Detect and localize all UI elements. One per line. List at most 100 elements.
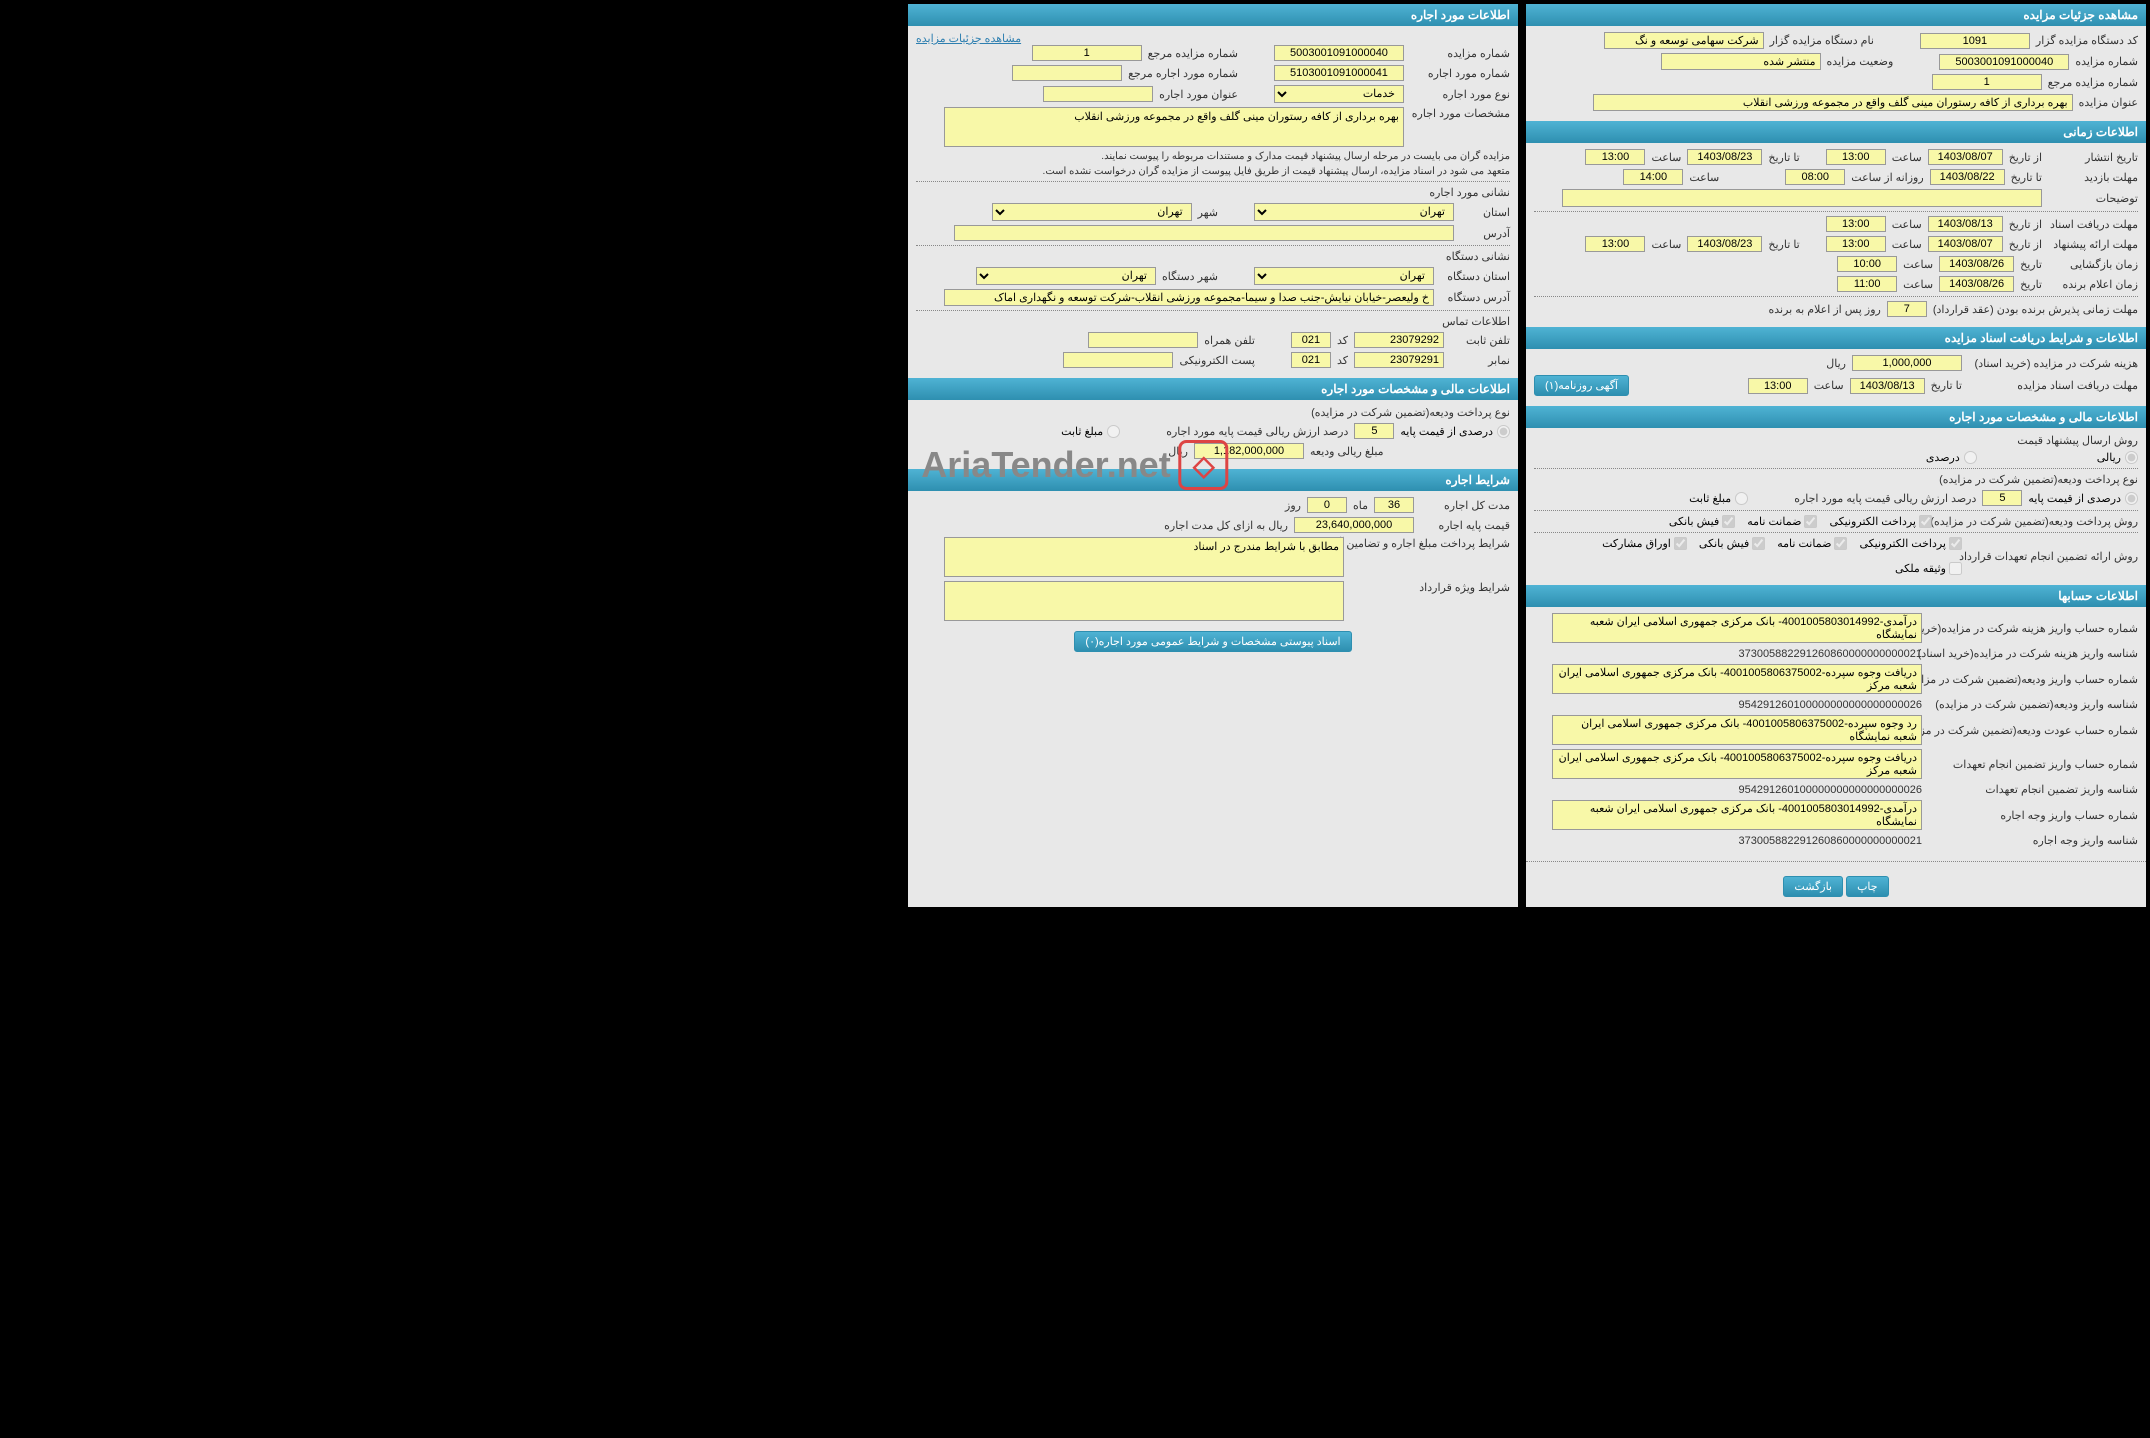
from-time: 13:00 <box>1826 149 1886 165</box>
to-label-v: تا تاریخ <box>2011 171 2042 184</box>
phone: 23079292 <box>1354 332 1444 348</box>
acc2-id: 954291260100000000000000000026 <box>1738 699 1922 711</box>
bank-check2[interactable]: فیش بانکی <box>1699 537 1765 550</box>
org-city-select[interactable]: تهران <box>976 267 1156 285</box>
l-subject <box>1043 86 1153 102</box>
time-label-2: ساعت <box>1651 151 1681 164</box>
base-suffix: ریال به ازای کل مدت اجاره <box>1164 519 1288 532</box>
l-subject-label: عنوان مورد اجاره <box>1159 88 1238 101</box>
l-fixed-radio[interactable]: مبلغ ثابت <box>1061 425 1120 438</box>
newspaper-button[interactable]: آگهی روزنامه(۱) <box>1534 375 1629 396</box>
visit-to-time: 14:00 <box>1623 169 1683 185</box>
note1: مزایده گران می بایست در مرحله ارسال پیشن… <box>1101 151 1510 162</box>
section-header-conditions: شرایط اجاره <box>908 469 1518 491</box>
to-label-dl: تا تاریخ <box>1931 379 1962 392</box>
to-time: 13:00 <box>1585 149 1645 165</box>
percent-suffix: درصد ارزش ریالی قیمت پایه مورد اجاره <box>1794 492 1976 505</box>
percent-val: 5 <box>1982 490 2022 506</box>
open-time: 10:00 <box>1837 256 1897 272</box>
percent-base-radio[interactable]: درصدی از قیمت پایه <box>2028 492 2138 505</box>
months: 36 <box>1374 497 1414 513</box>
l-specs-label: مشخصات مورد اجاره <box>1410 107 1510 120</box>
deadline-date: 1403/08/13 <box>1850 378 1925 394</box>
prop-to: 1403/08/23 <box>1687 236 1762 252</box>
l-lease-ref-label: شماره مورد اجاره مرجع <box>1128 67 1238 80</box>
month-label: ماه <box>1353 499 1368 512</box>
from-label: از تاریخ <box>2009 151 2042 164</box>
doc-label: مهلت دریافت اسناد <box>2048 218 2138 231</box>
auction-num-label: شماره مزایده <box>2075 55 2138 68</box>
section-header-financial: اطلاعات مالی و مشخصات مورد اجاره <box>1526 406 2146 428</box>
base: 23,640,000,000 <box>1294 517 1414 533</box>
from-date: 1403/08/07 <box>1928 149 2003 165</box>
back-button[interactable]: بازگشت <box>1783 876 1843 897</box>
special-textarea[interactable] <box>944 581 1344 621</box>
org-province-select[interactable]: تهران <box>1254 267 1434 285</box>
specs-textarea[interactable]: بهره برداری از کافه رستوران مینی گلف واق… <box>944 107 1404 147</box>
contact-label: اطلاعات تماس <box>1442 315 1510 328</box>
section-header-time: اطلاعات زمانی <box>1526 121 2146 143</box>
org-addr-field: خ ولیعصر-خیابان نیایش-جنب صدا و سیما-مجم… <box>944 289 1434 306</box>
l-deposit-label: مبلغ ریالی ودیعه <box>1310 445 1510 458</box>
org-addr-field-label: آدرس دستگاه <box>1440 291 1510 304</box>
fax-label: نمابر <box>1450 354 1510 367</box>
property-check[interactable]: وثیقه ملکی <box>1895 562 1962 575</box>
announce-date: 1403/08/26 <box>1939 276 2014 292</box>
right-panel: مشاهده جزئیات مزایده کد دستگاه مزایده گز… <box>1526 4 2146 907</box>
acc4: دریافت وجوه سپرده-4001005806375002- بانک… <box>1552 749 1922 779</box>
fixed-radio[interactable]: مبلغ ثابت <box>1689 492 1748 505</box>
l-type-label: نوع مورد اجاره <box>1410 88 1510 101</box>
announce-time: 11:00 <box>1837 276 1897 292</box>
acc5-id-label: شناسه واریز وجه اجاره <box>1928 834 2138 847</box>
city-select[interactable]: تهران <box>992 203 1192 221</box>
bonds-check[interactable]: اوراق مشارکت <box>1602 537 1687 550</box>
electronic-check[interactable]: پرداخت الکترونیکی <box>1829 515 1932 528</box>
l-rial: ریال <box>1168 445 1188 458</box>
conditions-label: شرایط پرداخت مبلغ اجاره و تضامین آن <box>1350 537 1510 550</box>
acc5: درآمدی-4001005803014992- بانک مرکزی جمهو… <box>1552 800 1922 830</box>
visit-label: مهلت بازدید <box>2048 171 2138 184</box>
acc3: رد وجوه سپرده-4001005806375002- بانک مرک… <box>1552 715 1922 745</box>
winner-days: 7 <box>1887 301 1927 317</box>
addr-field[interactable] <box>954 225 1454 241</box>
addr-field-label: آدرس <box>1460 227 1510 240</box>
guarantee-check2[interactable]: ضمانت نامه <box>1777 537 1847 550</box>
section-header-details: مشاهده جزئیات مزایده <box>1526 4 2146 26</box>
deadline-time: 13:00 <box>1748 378 1808 394</box>
province-select[interactable]: تهران <box>1254 203 1454 221</box>
contract-guarantee-label: روش ارائه تضمین انجام تعهدات قرارداد <box>1968 550 2138 563</box>
l-percent-radio[interactable]: درصدی از قیمت پایه <box>1400 425 1510 438</box>
email <box>1063 352 1173 368</box>
section-header-financial2: اطلاعات مالی و مشخصات مورد اجاره <box>908 378 1518 400</box>
guarantee-check[interactable]: ضمانت نامه <box>1747 515 1817 528</box>
type-select[interactable]: خدمات <box>1274 85 1404 103</box>
doc-from: 1403/08/13 <box>1928 216 2003 232</box>
print-button[interactable]: چاپ <box>1846 876 1889 897</box>
docs-button[interactable]: اسناد پیوستی مشخصات و شرایط عمومی مورد ا… <box>1074 631 1351 652</box>
acc1-id: 373005882291260860000000000021 <box>1738 648 1922 660</box>
visit-from: 1403/08/22 <box>1930 169 2005 185</box>
bank-check[interactable]: فیش بانکی <box>1669 515 1735 528</box>
ref-num-field: 1 <box>1932 74 2042 90</box>
code-label2: کد <box>1337 354 1348 367</box>
prop-from: 1403/08/07 <box>1928 236 2003 252</box>
time-label-p: ساعت <box>1892 238 1922 251</box>
org-city-label: شهر دستگاه <box>1162 270 1218 283</box>
percent-radio[interactable]: درصدی <box>1926 451 1977 464</box>
l-deposit-type-label: نوع پرداخت ودیعه(تضمین شرکت در مزایده) <box>1311 406 1510 419</box>
electronic-check2[interactable]: پرداخت الکترونیکی <box>1859 537 1962 550</box>
l-lease-ref <box>1012 65 1122 81</box>
to-date: 1403/08/23 <box>1687 149 1762 165</box>
mobile-label: تلفن همراه <box>1204 334 1255 347</box>
acc2-label: شماره حساب واریز ودیعه(تضمین شرکت در مزا… <box>1928 673 2138 686</box>
acc4-label: شماره حساب واریز تضمین انجام تعهدات <box>1928 758 2138 771</box>
time-label-o: ساعت <box>1903 258 1933 271</box>
rial-radio[interactable]: ریالی <box>2097 451 2138 464</box>
acc1-id-label: شناسه واریز هزینه شرکت در مزایده(خرید اس… <box>1928 647 2138 660</box>
acc5-label: شماره حساب واریز وجه اجاره <box>1928 809 2138 822</box>
details-link[interactable]: مشاهده جزئیات مزایده <box>916 33 1021 45</box>
l-percent-suffix: درصد ارزش ریالی قیمت پایه مورد اجاره <box>1166 425 1348 438</box>
l-lease-num: 5103001091000041 <box>1274 65 1404 81</box>
method-label: روش ارسال پیشنهاد قیمت <box>2017 434 2138 447</box>
conditions-textarea[interactable]: مطابق با شرایط مندرج در اسناد <box>944 537 1344 577</box>
